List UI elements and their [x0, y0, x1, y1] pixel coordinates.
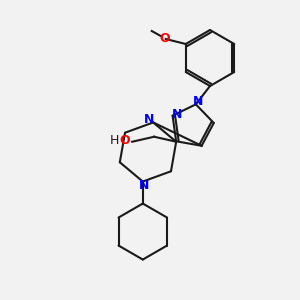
Text: H: H	[110, 134, 119, 147]
Text: O: O	[159, 32, 170, 44]
Text: N: N	[139, 179, 149, 192]
Text: N: N	[193, 95, 203, 108]
Text: N: N	[144, 113, 154, 126]
Text: O: O	[119, 134, 130, 147]
Text: N: N	[171, 108, 182, 121]
